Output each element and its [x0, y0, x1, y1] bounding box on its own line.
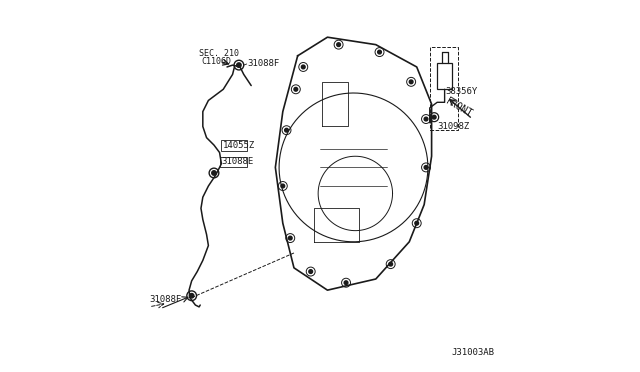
- Circle shape: [424, 166, 428, 169]
- Text: 38356Y: 38356Y: [445, 87, 478, 96]
- Text: 31098Z: 31098Z: [437, 122, 469, 131]
- Bar: [221, 140, 248, 151]
- Circle shape: [378, 50, 381, 54]
- Circle shape: [309, 270, 312, 273]
- Text: 31088E: 31088E: [221, 157, 253, 166]
- Circle shape: [389, 262, 392, 266]
- Circle shape: [285, 128, 289, 132]
- Circle shape: [344, 281, 348, 285]
- Circle shape: [289, 236, 292, 240]
- Bar: [437, 63, 452, 89]
- Circle shape: [415, 221, 419, 225]
- Text: FRONT: FRONT: [444, 96, 475, 119]
- Circle shape: [410, 80, 413, 84]
- Circle shape: [301, 65, 305, 69]
- Text: SEC. 210: SEC. 210: [199, 49, 239, 58]
- Text: 14055Z: 14055Z: [223, 141, 255, 150]
- Text: J31003AB: J31003AB: [452, 348, 495, 357]
- Circle shape: [281, 184, 285, 188]
- Text: 31088F: 31088F: [149, 295, 181, 304]
- Circle shape: [337, 43, 340, 46]
- Circle shape: [189, 294, 194, 298]
- Circle shape: [433, 115, 436, 119]
- Circle shape: [237, 63, 241, 67]
- Circle shape: [424, 117, 428, 121]
- Circle shape: [294, 87, 298, 91]
- Circle shape: [212, 171, 216, 175]
- Text: 31088F: 31088F: [248, 60, 280, 68]
- Bar: [220, 157, 248, 167]
- Text: C1106D: C1106D: [201, 57, 231, 66]
